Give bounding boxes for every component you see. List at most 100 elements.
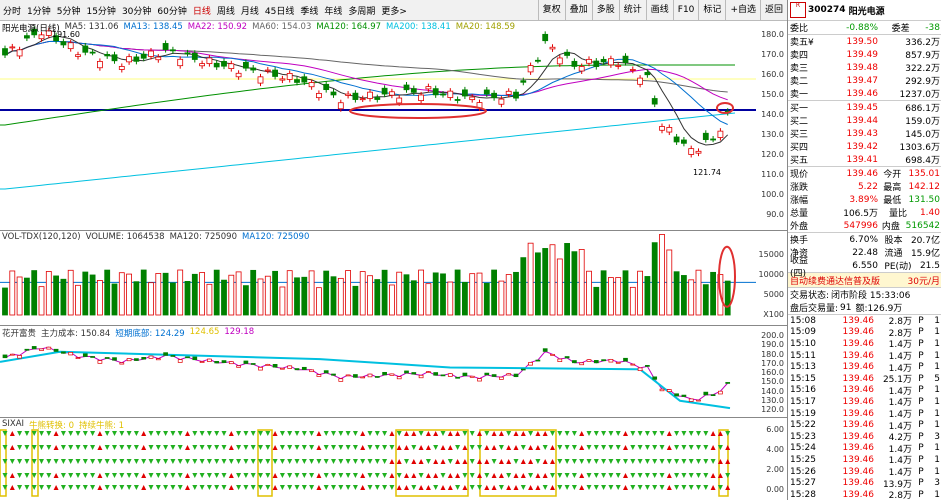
- cost-candle: [113, 358, 117, 361]
- down-arrow-icon: [83, 431, 88, 436]
- cost-candle: [251, 363, 255, 364]
- up-arrow-icon: [441, 445, 446, 450]
- down-arrow-icon: [17, 459, 22, 464]
- up-arrow-icon: [229, 473, 234, 478]
- candle-body: [229, 64, 234, 69]
- tool-button[interactable]: 叠加: [565, 0, 592, 20]
- cost-candle: [142, 357, 146, 359]
- order-label: 卖五¥: [788, 35, 818, 48]
- up-arrow-icon: [579, 485, 584, 490]
- down-arrow-icon: [470, 431, 475, 436]
- down-arrow-icon: [616, 431, 621, 436]
- tool-button[interactable]: F10: [673, 0, 699, 20]
- tab-timeframe[interactable]: 更多>: [378, 4, 410, 17]
- candle-body: [718, 131, 723, 137]
- axis-tick-label: 160.0: [761, 70, 784, 79]
- cost-candle: [631, 364, 635, 365]
- down-arrow-icon: [68, 445, 73, 450]
- tab-timeframe[interactable]: 60分钟: [154, 4, 189, 17]
- down-arrow-icon: [302, 445, 307, 450]
- tab-timeframe[interactable]: 月线: [238, 4, 262, 17]
- volume-bar: [608, 278, 613, 315]
- cost-candle: [689, 399, 693, 402]
- promo-banner[interactable]: 自动续费通达信普及版 30元/月: [788, 272, 941, 288]
- tool-button[interactable]: 复权: [538, 0, 565, 20]
- up-arrow-icon: [97, 431, 102, 436]
- down-arrow-icon: [346, 459, 351, 464]
- tab-timeframe[interactable]: 周线: [214, 4, 238, 17]
- down-arrow-icon: [149, 431, 154, 436]
- tab-timeframe[interactable]: 30分钟: [119, 4, 154, 17]
- tab-timeframe[interactable]: 45日线: [262, 4, 297, 17]
- tick-price: 139.46: [830, 374, 874, 384]
- tab-timeframe[interactable]: 日线: [190, 4, 214, 17]
- tab-timeframe[interactable]: 分时: [0, 4, 24, 17]
- candle-body: [389, 92, 394, 95]
- order-label: 买三: [788, 127, 818, 140]
- up-arrow-icon: [623, 473, 628, 478]
- stock-name: 阳光电源: [849, 4, 885, 17]
- down-arrow-icon: [499, 485, 504, 490]
- down-arrow-icon: [134, 485, 139, 490]
- cost-candle: [324, 371, 328, 373]
- down-arrow-icon: [382, 431, 387, 436]
- tool-button[interactable]: 统计: [619, 0, 646, 20]
- tab-timeframe[interactable]: 季线: [297, 4, 321, 17]
- axis-tick-label: 10000: [759, 270, 784, 279]
- axis-tick-label: 120.0: [761, 150, 784, 159]
- cost-candle: [660, 389, 664, 391]
- tool-button[interactable]: 标记: [698, 0, 725, 20]
- tab-timeframe[interactable]: 1分钟: [24, 4, 54, 17]
- down-arrow-icon: [375, 485, 380, 490]
- down-arrow-icon: [39, 473, 44, 478]
- up-arrow-icon: [521, 431, 526, 436]
- down-arrow-icon: [338, 485, 343, 490]
- tab-timeframe[interactable]: 年线: [321, 4, 345, 17]
- tool-button[interactable]: +自选: [725, 0, 760, 20]
- kline-plot[interactable]: [0, 21, 787, 230]
- tool-button[interactable]: 返回: [760, 0, 787, 20]
- candle-body: [667, 127, 672, 132]
- tab-timeframe[interactable]: 多周期: [345, 4, 378, 17]
- volume-plot[interactable]: [0, 231, 787, 325]
- down-arrow-icon: [156, 445, 161, 450]
- down-arrow-icon: [178, 431, 183, 436]
- stat-value: 142.12: [909, 182, 941, 192]
- down-arrow-icon: [163, 485, 168, 490]
- volume-bar: [616, 278, 621, 315]
- candle-body: [448, 91, 453, 97]
- up-arrow-icon: [141, 485, 146, 490]
- down-arrow-icon: [470, 473, 475, 478]
- tab-timeframe[interactable]: 15分钟: [83, 4, 118, 17]
- down-arrow-icon: [236, 431, 241, 436]
- tick-time: 15:27: [788, 478, 830, 488]
- stat-value: 5.22: [818, 182, 878, 192]
- down-arrow-icon: [711, 459, 716, 464]
- stat-value: 135.01: [909, 169, 941, 179]
- volume-bar: [630, 287, 635, 315]
- tool-button[interactable]: 多股: [592, 0, 619, 20]
- tool-button[interactable]: 画线: [646, 0, 673, 20]
- tab-timeframe[interactable]: 5分钟: [54, 4, 84, 17]
- down-arrow-icon: [681, 473, 686, 478]
- down-arrow-icon: [433, 445, 438, 450]
- tick-side: P: [912, 420, 930, 430]
- down-arrow-icon: [616, 445, 621, 450]
- cost-plot[interactable]: [0, 326, 787, 417]
- down-arrow-icon: [608, 431, 613, 436]
- stat-label: 换手: [788, 233, 818, 246]
- cost-candle: [237, 366, 241, 368]
- cost-candle: [507, 374, 511, 375]
- down-arrow-icon: [645, 459, 650, 464]
- axis-tick-label: 120.0: [761, 405, 784, 414]
- up-arrow-icon: [667, 445, 672, 450]
- candle-body: [535, 60, 540, 61]
